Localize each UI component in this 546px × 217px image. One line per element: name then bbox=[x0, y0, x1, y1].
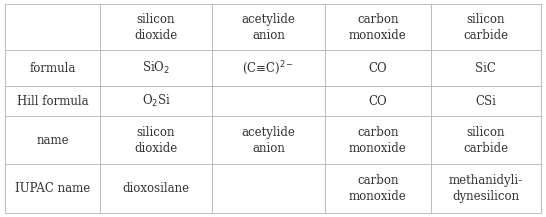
Text: acetylide
anion: acetylide anion bbox=[241, 13, 295, 42]
Text: carbon
monoxide: carbon monoxide bbox=[349, 13, 407, 42]
Text: formula: formula bbox=[29, 62, 76, 75]
Text: IUPAC name: IUPAC name bbox=[15, 182, 90, 195]
Text: O$_2$Si: O$_2$Si bbox=[141, 93, 170, 109]
Text: CO: CO bbox=[369, 95, 387, 107]
Text: name: name bbox=[36, 134, 69, 147]
Text: CO: CO bbox=[369, 62, 387, 75]
Text: CSi: CSi bbox=[476, 95, 496, 107]
Text: silicon
carbide: silicon carbide bbox=[463, 13, 508, 42]
Text: carbon
monoxide: carbon monoxide bbox=[349, 126, 407, 155]
Text: Hill formula: Hill formula bbox=[17, 95, 88, 107]
Text: silicon
dioxide: silicon dioxide bbox=[134, 126, 177, 155]
Text: silicon
carbide: silicon carbide bbox=[463, 126, 508, 155]
Text: acetylide
anion: acetylide anion bbox=[241, 126, 295, 155]
Text: silicon
dioxide: silicon dioxide bbox=[134, 13, 177, 42]
Text: methanidyli-
dynesilicon: methanidyli- dynesilicon bbox=[449, 174, 523, 203]
Text: carbon
monoxide: carbon monoxide bbox=[349, 174, 407, 203]
Text: SiC: SiC bbox=[476, 62, 496, 75]
Text: SiO$_2$: SiO$_2$ bbox=[142, 60, 170, 76]
Text: dioxosilane: dioxosilane bbox=[122, 182, 189, 195]
Text: (C≡C)$^{2-}$: (C≡C)$^{2-}$ bbox=[242, 59, 294, 77]
